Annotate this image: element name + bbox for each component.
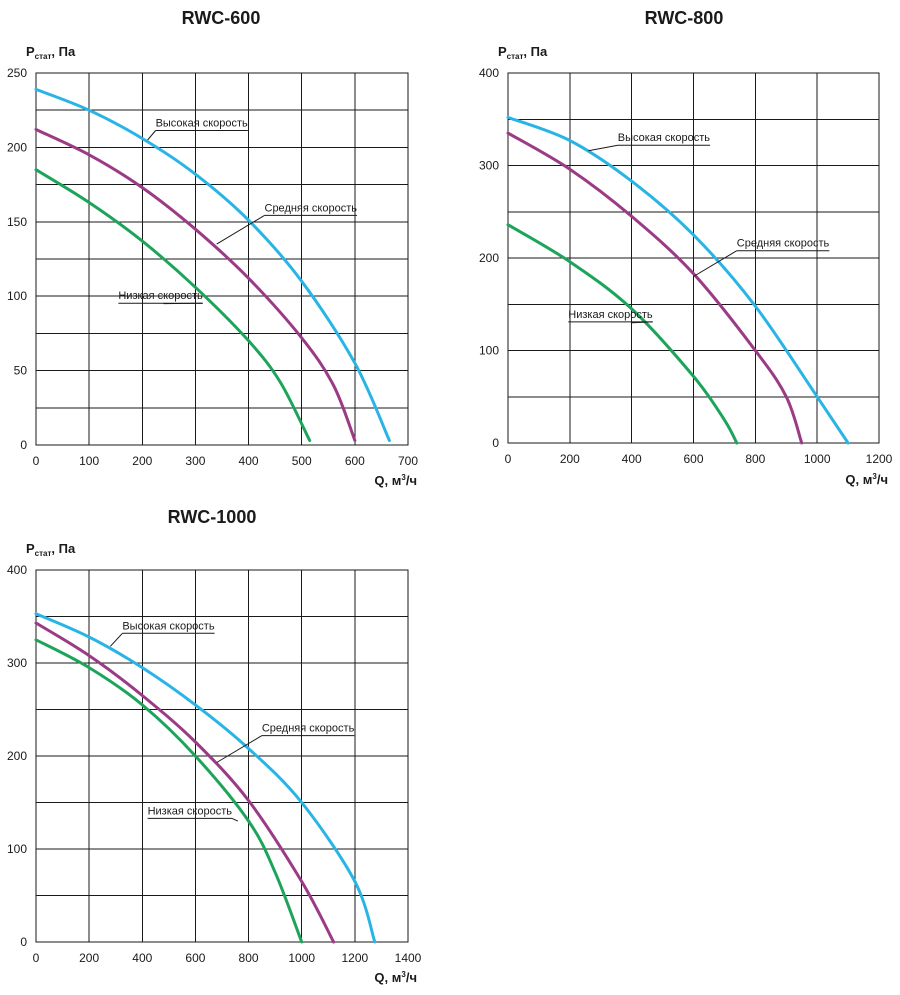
chart-2: RWC-800 0 200 400 600 800 1000 1200 0 100 200 300 40… [479, 8, 893, 487]
chart-2-y-tick-label: 300 [479, 159, 499, 173]
chart-2-x-tick-label: 200 [560, 452, 580, 466]
chart-3-label-leader [231, 817, 239, 822]
chart-2-label-leader [631, 321, 653, 324]
chart-2-series-high-line [506, 115, 850, 445]
chart-1-y-tick-label: 200 [7, 140, 27, 154]
chart-3-x-tick-label: 800 [239, 951, 259, 965]
chart-2-series-label: Средняя скорость [737, 238, 830, 250]
chart-3-y-tick-label: 100 [7, 842, 27, 856]
chart-3-plot-frame [35, 569, 409, 943]
chart-3-y-tick-label: 200 [7, 749, 27, 763]
chart-3-x-tick-label: 1400 [395, 951, 422, 965]
chart-2-label-leader [588, 144, 618, 152]
chart-1-y-tick-label: 50 [14, 364, 28, 378]
chart-3-y-tick-label: 0 [20, 935, 27, 949]
chart-2-y-axis-label: Pстат, Па [498, 44, 548, 61]
chart-1-series-high-line [34, 87, 391, 442]
chart-3-y-axis-label: Pстат, Па [26, 541, 76, 558]
chart-2-grid [507, 72, 880, 444]
chart-1-series-label: Средняя скорость [265, 202, 358, 214]
chart-2-plot-frame [507, 72, 880, 444]
chart-1-x-tick-label: 300 [185, 454, 205, 468]
chart-1-x-tick-label: 400 [239, 454, 259, 468]
chart-3-label-leader [216, 735, 263, 763]
chart-3-x-tick-label: 400 [132, 951, 152, 965]
chart-1-x-tick-label: 100 [79, 454, 99, 468]
chart-2-y-tick-label: 200 [479, 251, 499, 265]
chart-1-x-tick-label: 0 [33, 454, 40, 468]
chart-3-series-label: Средняя скорость [262, 723, 355, 735]
chart-3: RWC-1000 0 200 400 600 800 1000 1200 1400 0 100 200… [7, 507, 422, 985]
chart-2-series-label: Высокая скорость [618, 132, 710, 144]
chart-3-x-axis-label: Q, м3/ч [374, 970, 417, 985]
chart-1-plot-frame [35, 72, 409, 446]
chart-2-x-tick-label: 1000 [804, 452, 831, 466]
chart-3-x-tick-label: 200 [79, 951, 99, 965]
chart-3-series-label: Низкая скорость [148, 805, 233, 817]
chart-3-x-tick-label: 1000 [288, 951, 315, 965]
chart-1-y-axis-label: Pстат, Па [26, 44, 76, 61]
chart-3-series-label: Высокая скорость [122, 620, 214, 632]
chart-3-series-low-line [34, 638, 304, 944]
chart-3-y-tick-label: 400 [7, 563, 27, 577]
chart-1-series-label: Низкая скорость [118, 290, 203, 302]
chart-2-y-tick-label: 400 [479, 66, 499, 80]
chart-1-x-tick-label: 600 [345, 454, 365, 468]
chart-1-y-tick-label: 0 [20, 438, 27, 452]
chart-3-y-tick-label: 300 [7, 656, 27, 670]
chart-2-title: RWC-800 [645, 8, 724, 28]
chart-2-x-tick-label: 400 [622, 452, 642, 466]
chart-2-series-label: Низкая скорость [568, 309, 653, 321]
chart-3-series-medium-line [34, 621, 336, 944]
chart-2-series-medium-line [506, 131, 804, 445]
chart-2-label-leader [693, 250, 738, 277]
chart-2-x-tick-label: 1200 [866, 452, 893, 466]
chart-3-x-tick-label: 600 [185, 951, 205, 965]
chart-2-y-tick-label: 100 [479, 344, 499, 358]
chart-3-series-high-line [34, 612, 377, 944]
chart-1-y-tick-label: 100 [7, 289, 27, 303]
chart-2-series-low-line [506, 223, 739, 445]
chart-1-x-tick-label: 700 [398, 454, 418, 468]
chart-1-label-leader [216, 214, 265, 245]
chart-3-x-tick-label: 1200 [342, 951, 369, 965]
chart-3-title: RWC-1000 [168, 507, 257, 527]
chart-3-label-leader [110, 632, 123, 647]
chart-1-x-axis-label: Q, м3/ч [374, 473, 417, 488]
chart-1-series-low-line [34, 168, 312, 442]
chart-1-title: RWC-600 [182, 8, 261, 28]
chart-1-series-label: Высокая скорость [156, 118, 248, 130]
chart-1-series-medium-line [34, 128, 357, 442]
chart-2-y-tick-label: 0 [492, 436, 499, 450]
chart-3-x-tick-label: 0 [33, 951, 40, 965]
chart-1-label-leader [147, 130, 156, 141]
chart-3-grid [35, 569, 409, 943]
chart-2-x-tick-label: 600 [683, 452, 703, 466]
chart-1-y-tick-label: 250 [7, 66, 27, 80]
chart-2-x-axis-label: Q, м3/ч [845, 472, 888, 487]
chart-1-x-tick-label: 500 [292, 454, 312, 468]
chart-1-x-tick-label: 200 [132, 454, 152, 468]
chart-2-x-tick-label: 0 [505, 452, 512, 466]
chart-2-x-tick-label: 800 [745, 452, 765, 466]
chart-1: RWC-600 0 100 200 300 400 500 600 700 0 50 100 150 20… [7, 8, 418, 488]
chart-1-y-tick-label: 150 [7, 215, 27, 229]
